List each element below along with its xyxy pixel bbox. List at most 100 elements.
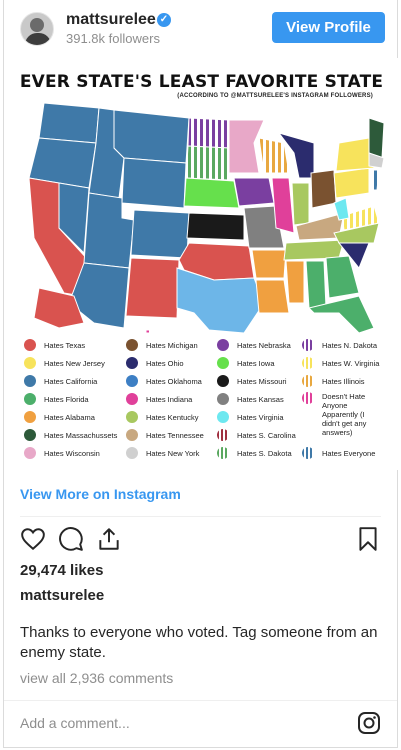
legend-label: Hates Oklahoma xyxy=(146,376,202,386)
comment-icon[interactable] xyxy=(58,526,84,552)
caption-username[interactable]: mattsurelee xyxy=(20,587,105,604)
legend-swatch xyxy=(217,447,229,459)
legend-swatch xyxy=(24,375,36,387)
legend-item: Hates Everyone xyxy=(302,446,375,460)
legend-swatch xyxy=(217,375,229,387)
legend-label: Hates Wisconsin xyxy=(44,448,100,458)
share-icon[interactable] xyxy=(96,526,122,552)
legend-swatch xyxy=(217,339,229,351)
legend-item: Hates S. Dakota xyxy=(217,446,292,460)
legend-item: Hates Texas xyxy=(24,338,85,352)
legend-label: Hates Tennessee xyxy=(146,430,204,440)
legend-item: Hates Alabama xyxy=(24,410,95,424)
view-all-comments-link[interactable]: view all 2,936 comments xyxy=(20,670,174,686)
legend-item: Hates Missouri xyxy=(217,374,287,388)
legend-label: Hates New York xyxy=(146,448,200,458)
legend-label: Hates Texas xyxy=(44,340,86,350)
view-profile-button[interactable]: View Profile xyxy=(272,12,385,43)
legend-swatch xyxy=(217,357,229,369)
legend-item: Hates Michigan xyxy=(126,338,198,352)
instagram-post-card: mattsurelee ✓ 391.8k followers View Prof… xyxy=(3,0,399,748)
map-title: EVER STATE'S LEAST FAVORITE STATE xyxy=(19,72,384,92)
legend-label: Hates New Jersey xyxy=(44,358,105,368)
us-map xyxy=(28,102,384,333)
legend-item: Hates New York xyxy=(126,446,199,460)
legend-label: Hates S. Carolina xyxy=(237,430,296,440)
legend-item: Hates Massachussets xyxy=(24,428,117,442)
legend-item: Hates S. Carolina xyxy=(217,428,296,442)
follower-count: 391.8k followers xyxy=(66,31,160,46)
legend-item: Hates New Jersey xyxy=(24,356,105,370)
map-subtitle: (ACCORDING TO @MATTSURELEE'S INSTAGRAM F… xyxy=(177,93,373,99)
legend-item: Hates Tennessee xyxy=(126,428,204,442)
instagram-logo-icon[interactable] xyxy=(357,711,381,735)
legend-swatch xyxy=(126,447,138,459)
legend-label: Hates S. Dakota xyxy=(237,448,292,458)
legend-label: Hates Kansas xyxy=(237,394,284,404)
legend-swatch xyxy=(126,339,138,351)
legend-item: Hates Oklahoma xyxy=(126,374,202,388)
legend-swatch xyxy=(217,429,229,441)
legend-swatch xyxy=(24,447,36,459)
legend-label: Hates Indiana xyxy=(146,394,193,404)
legend-item: Hates Illinois xyxy=(302,374,365,388)
caption-text: Thanks to everyone who voted. Tag someon… xyxy=(20,624,378,661)
legend-swatch xyxy=(302,339,314,351)
add-comment-input[interactable]: Add a comment... xyxy=(20,715,130,731)
legend-item: Hates W. Virginia xyxy=(302,356,379,370)
legend-item: Hates Nebraska xyxy=(217,338,291,352)
legend-swatch xyxy=(302,357,314,369)
legend-label: Hates Iowa xyxy=(237,358,275,368)
legend-item: Hates Iowa xyxy=(217,356,275,370)
legend-label: Hates Ohio xyxy=(146,358,184,368)
legend-item: Hates N. Dakota xyxy=(302,338,377,352)
legend-item: Doesn't Hate Anyone Apparently (I didn't… xyxy=(302,392,384,437)
legend-item: Hates Indiana xyxy=(126,392,192,406)
verified-badge-icon: ✓ xyxy=(157,13,171,27)
legend-label: Hates Virginia xyxy=(237,412,284,422)
heart-icon[interactable] xyxy=(20,526,46,552)
legend-label: Hates Illinois xyxy=(322,376,365,386)
legend-item: Hates Virginia xyxy=(217,410,284,424)
avatar[interactable] xyxy=(20,12,54,46)
legend-swatch xyxy=(217,393,229,405)
legend-swatch xyxy=(302,447,314,459)
legend-item: Hates Wisconsin xyxy=(24,446,100,460)
legend-swatch xyxy=(24,429,36,441)
legend-swatch xyxy=(126,375,138,387)
legend-swatch xyxy=(24,393,36,405)
username[interactable]: mattsurelee xyxy=(66,11,156,28)
legend-item: Hates Ohio xyxy=(126,356,184,370)
legend-swatch xyxy=(126,411,138,423)
legend-label: Doesn't Hate Anyone Apparently (I didn't… xyxy=(322,392,367,437)
legend-label: Hates Kentucky xyxy=(146,412,199,422)
legend-label: Hates Michigan xyxy=(146,340,198,350)
legend-label: Hates Missouri xyxy=(237,376,287,386)
bookmark-icon[interactable] xyxy=(355,526,381,552)
legend-label: Hates Alabama xyxy=(44,412,95,422)
legend-swatch xyxy=(126,357,138,369)
legend-swatch xyxy=(126,393,138,405)
legend-swatch xyxy=(217,411,229,423)
legend-swatch xyxy=(24,357,36,369)
legend-label: Hates Massachussets xyxy=(44,430,118,440)
legend-label: Hates W. Virginia xyxy=(322,358,380,368)
legend-item: Hates Florida xyxy=(24,392,89,406)
legend-label: Hates California xyxy=(44,376,98,386)
divider xyxy=(20,516,381,517)
like-count[interactable]: 29,474 likes xyxy=(20,562,104,579)
legend-swatch xyxy=(24,339,36,351)
post-image[interactable]: EVER STATE'S LEAST FAVORITE STATE (ACCOR… xyxy=(4,58,399,470)
legend-label: Hates Florida xyxy=(44,394,89,404)
view-more-link[interactable]: View More on Instagram xyxy=(20,486,181,502)
legend-label: Hates Everyone xyxy=(322,448,376,458)
legend-label: Hates N. Dakota xyxy=(322,340,378,350)
post-header: mattsurelee ✓ 391.8k followers View Prof… xyxy=(4,0,397,56)
legend-swatch xyxy=(302,392,314,404)
legend-label: Hates Nebraska xyxy=(237,340,291,350)
legend-item: Hates Kansas xyxy=(217,392,284,406)
comment-bar: Add a comment... xyxy=(4,700,397,747)
legend-item: Hates Kentucky xyxy=(126,410,199,424)
legend-swatch xyxy=(302,375,314,387)
map-legend: Hates Texas Hates New Jersey Hates Calif… xyxy=(24,338,394,468)
